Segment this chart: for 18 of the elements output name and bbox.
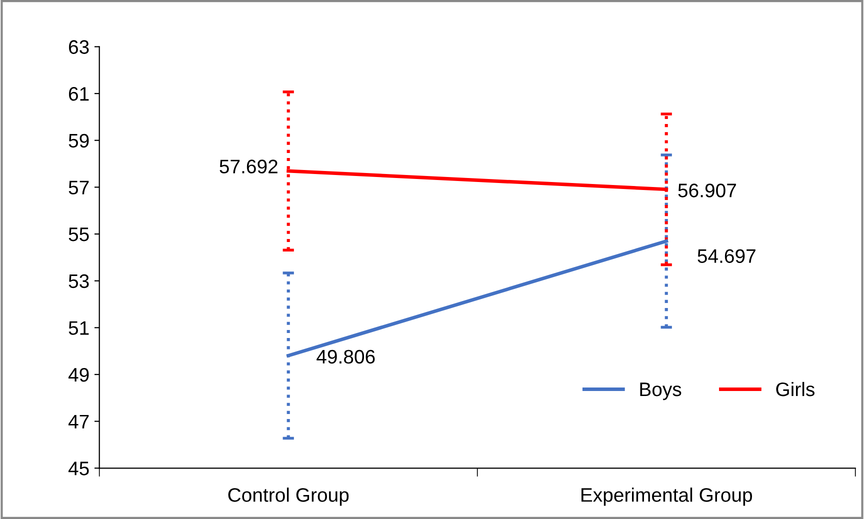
y-tick-label: 55: [68, 228, 89, 242]
y-tick-label: 47: [68, 414, 89, 428]
y-tick-label: 59: [68, 134, 89, 148]
y-tick-label: 45: [68, 462, 89, 476]
data-label: 54.697: [698, 249, 756, 263]
data-label: 49.806: [316, 350, 375, 364]
y-tick-label: 61: [69, 87, 89, 101]
y-tick-label: 51: [68, 321, 89, 335]
y-tick-label: 53: [68, 274, 89, 288]
x-tick-label: Experimental Group: [582, 488, 752, 506]
x-tick-label: Control Group: [228, 488, 349, 506]
data-label: 56.907: [678, 184, 736, 198]
data-label: 57.692: [220, 160, 278, 174]
y-tick-label: 49: [68, 368, 89, 382]
legend-label: Boys: [640, 382, 682, 400]
y-tick-label: 57: [68, 180, 89, 194]
legend-label: Girls: [776, 382, 814, 396]
y-tick-label: 63: [69, 40, 89, 54]
